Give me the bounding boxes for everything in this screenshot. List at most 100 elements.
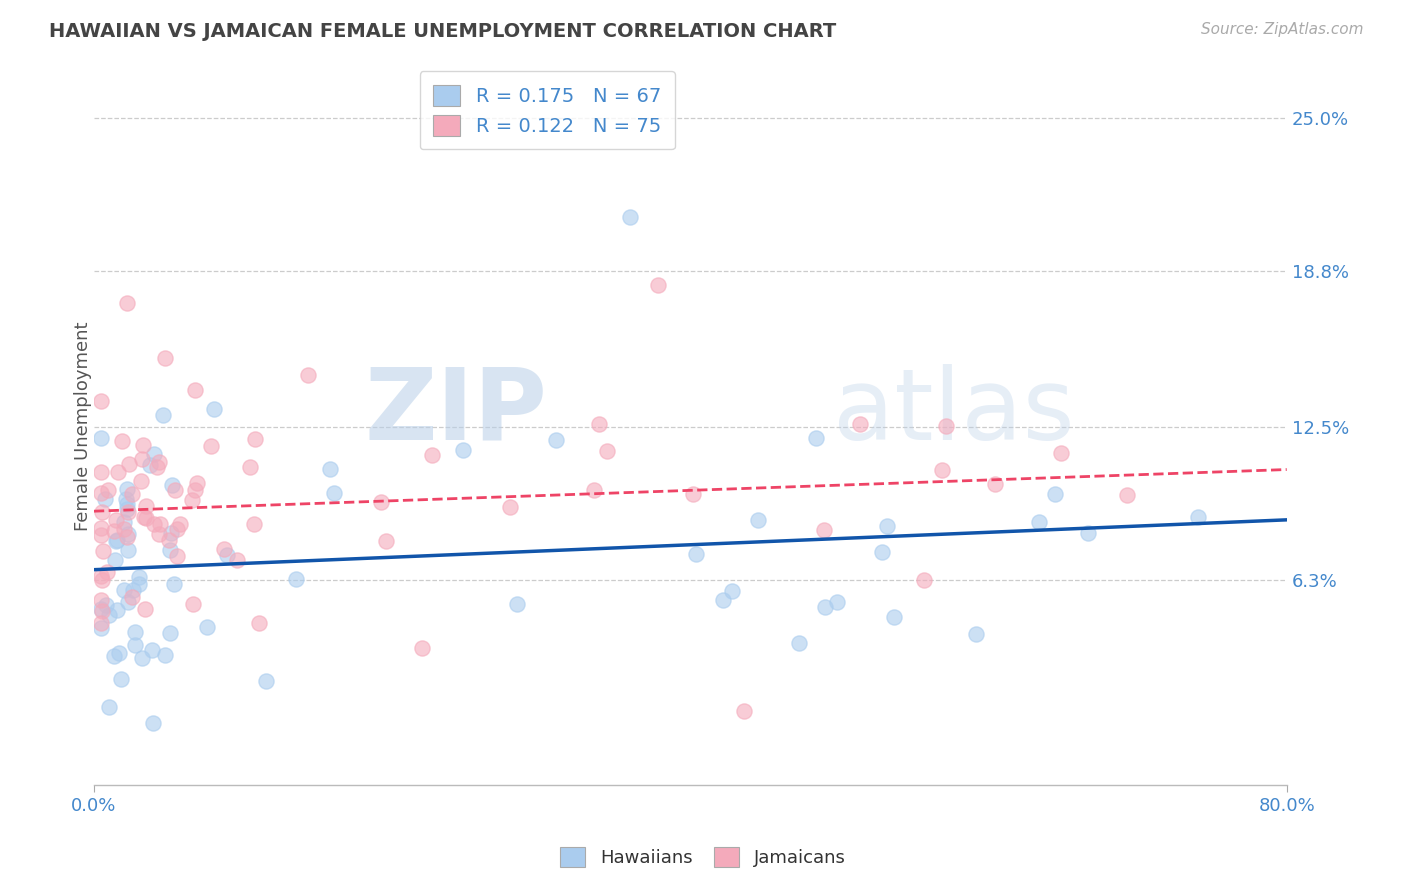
Point <box>148 527 170 541</box>
Point <box>128 570 150 584</box>
Point <box>129 474 152 488</box>
Point <box>121 487 143 501</box>
Point <box>202 402 225 417</box>
Point <box>90 604 112 618</box>
Point <box>115 491 138 506</box>
Point <box>142 716 165 731</box>
Point <box>117 457 139 471</box>
Point <box>132 438 155 452</box>
Point <box>243 432 266 446</box>
Point <box>1187 510 1209 524</box>
Point <box>134 602 156 616</box>
Point <box>226 553 249 567</box>
Point <box>90 528 112 542</box>
Point <box>103 648 125 663</box>
Point <box>322 486 344 500</box>
Point <box>165 483 187 498</box>
Point <box>159 542 181 557</box>
Point <box>186 476 208 491</box>
Text: ZIP: ZIP <box>364 364 547 461</box>
Point <box>166 549 188 563</box>
Point <box>117 527 139 541</box>
Point <box>103 524 125 538</box>
Point <box>619 210 641 224</box>
Point <box>214 542 236 557</box>
Point <box>122 583 145 598</box>
Point <box>747 513 769 527</box>
Point <box>1043 487 1066 501</box>
Point <box>104 553 127 567</box>
Point <box>733 704 755 718</box>
Point <box>149 516 172 531</box>
Point <box>128 577 150 591</box>
Point <box>163 577 186 591</box>
Point <box>813 523 835 537</box>
Point <box>112 515 135 529</box>
Point <box>117 505 139 519</box>
Point <box>935 419 957 434</box>
Point <box>115 482 138 496</box>
Point <box>105 534 128 549</box>
Point <box>91 544 114 558</box>
Point <box>420 448 443 462</box>
Point <box>883 610 905 624</box>
Point <box>94 599 117 613</box>
Point <box>166 522 188 536</box>
Point <box>90 394 112 409</box>
Point <box>1028 516 1050 530</box>
Point <box>931 463 953 477</box>
Point <box>804 432 827 446</box>
Point <box>499 500 522 514</box>
Point <box>110 672 132 686</box>
Y-axis label: Female Unemployment: Female Unemployment <box>75 322 91 532</box>
Point <box>375 534 398 549</box>
Point <box>141 642 163 657</box>
Point <box>506 597 529 611</box>
Point <box>115 530 138 544</box>
Point <box>107 465 129 479</box>
Point <box>254 673 277 688</box>
Point <box>90 569 112 583</box>
Point <box>870 544 893 558</box>
Point <box>243 516 266 531</box>
Point <box>90 521 112 535</box>
Point <box>682 487 704 501</box>
Point <box>1049 446 1071 460</box>
Point <box>157 533 180 547</box>
Point <box>117 543 139 558</box>
Point <box>152 408 174 422</box>
Point <box>115 501 138 516</box>
Point <box>217 548 239 562</box>
Point <box>98 608 121 623</box>
Text: HAWAIIAN VS JAMAICAN FEMALE UNEMPLOYMENT CORRELATION CHART: HAWAIIAN VS JAMAICAN FEMALE UNEMPLOYMENT… <box>49 22 837 41</box>
Point <box>318 461 340 475</box>
Point <box>721 584 744 599</box>
Point <box>849 417 872 431</box>
Point <box>131 651 153 665</box>
Point <box>108 647 131 661</box>
Point <box>90 621 112 635</box>
Point <box>143 517 166 532</box>
Point <box>160 477 183 491</box>
Point <box>105 533 128 547</box>
Point <box>111 434 134 448</box>
Point <box>159 626 181 640</box>
Text: Source: ZipAtlas.com: Source: ZipAtlas.com <box>1201 22 1364 37</box>
Point <box>148 455 170 469</box>
Point <box>647 278 669 293</box>
Point <box>239 459 262 474</box>
Point <box>169 516 191 531</box>
Point <box>139 458 162 472</box>
Point <box>112 583 135 598</box>
Point <box>94 492 117 507</box>
Point <box>411 641 433 656</box>
Point <box>787 636 810 650</box>
Point <box>90 602 112 616</box>
Point <box>121 590 143 604</box>
Point <box>142 447 165 461</box>
Point <box>153 648 176 662</box>
Legend: R = 0.175   N = 67, R = 0.122   N = 75: R = 0.175 N = 67, R = 0.122 N = 75 <box>419 71 675 150</box>
Point <box>131 452 153 467</box>
Point <box>247 616 270 631</box>
Point <box>827 595 849 609</box>
